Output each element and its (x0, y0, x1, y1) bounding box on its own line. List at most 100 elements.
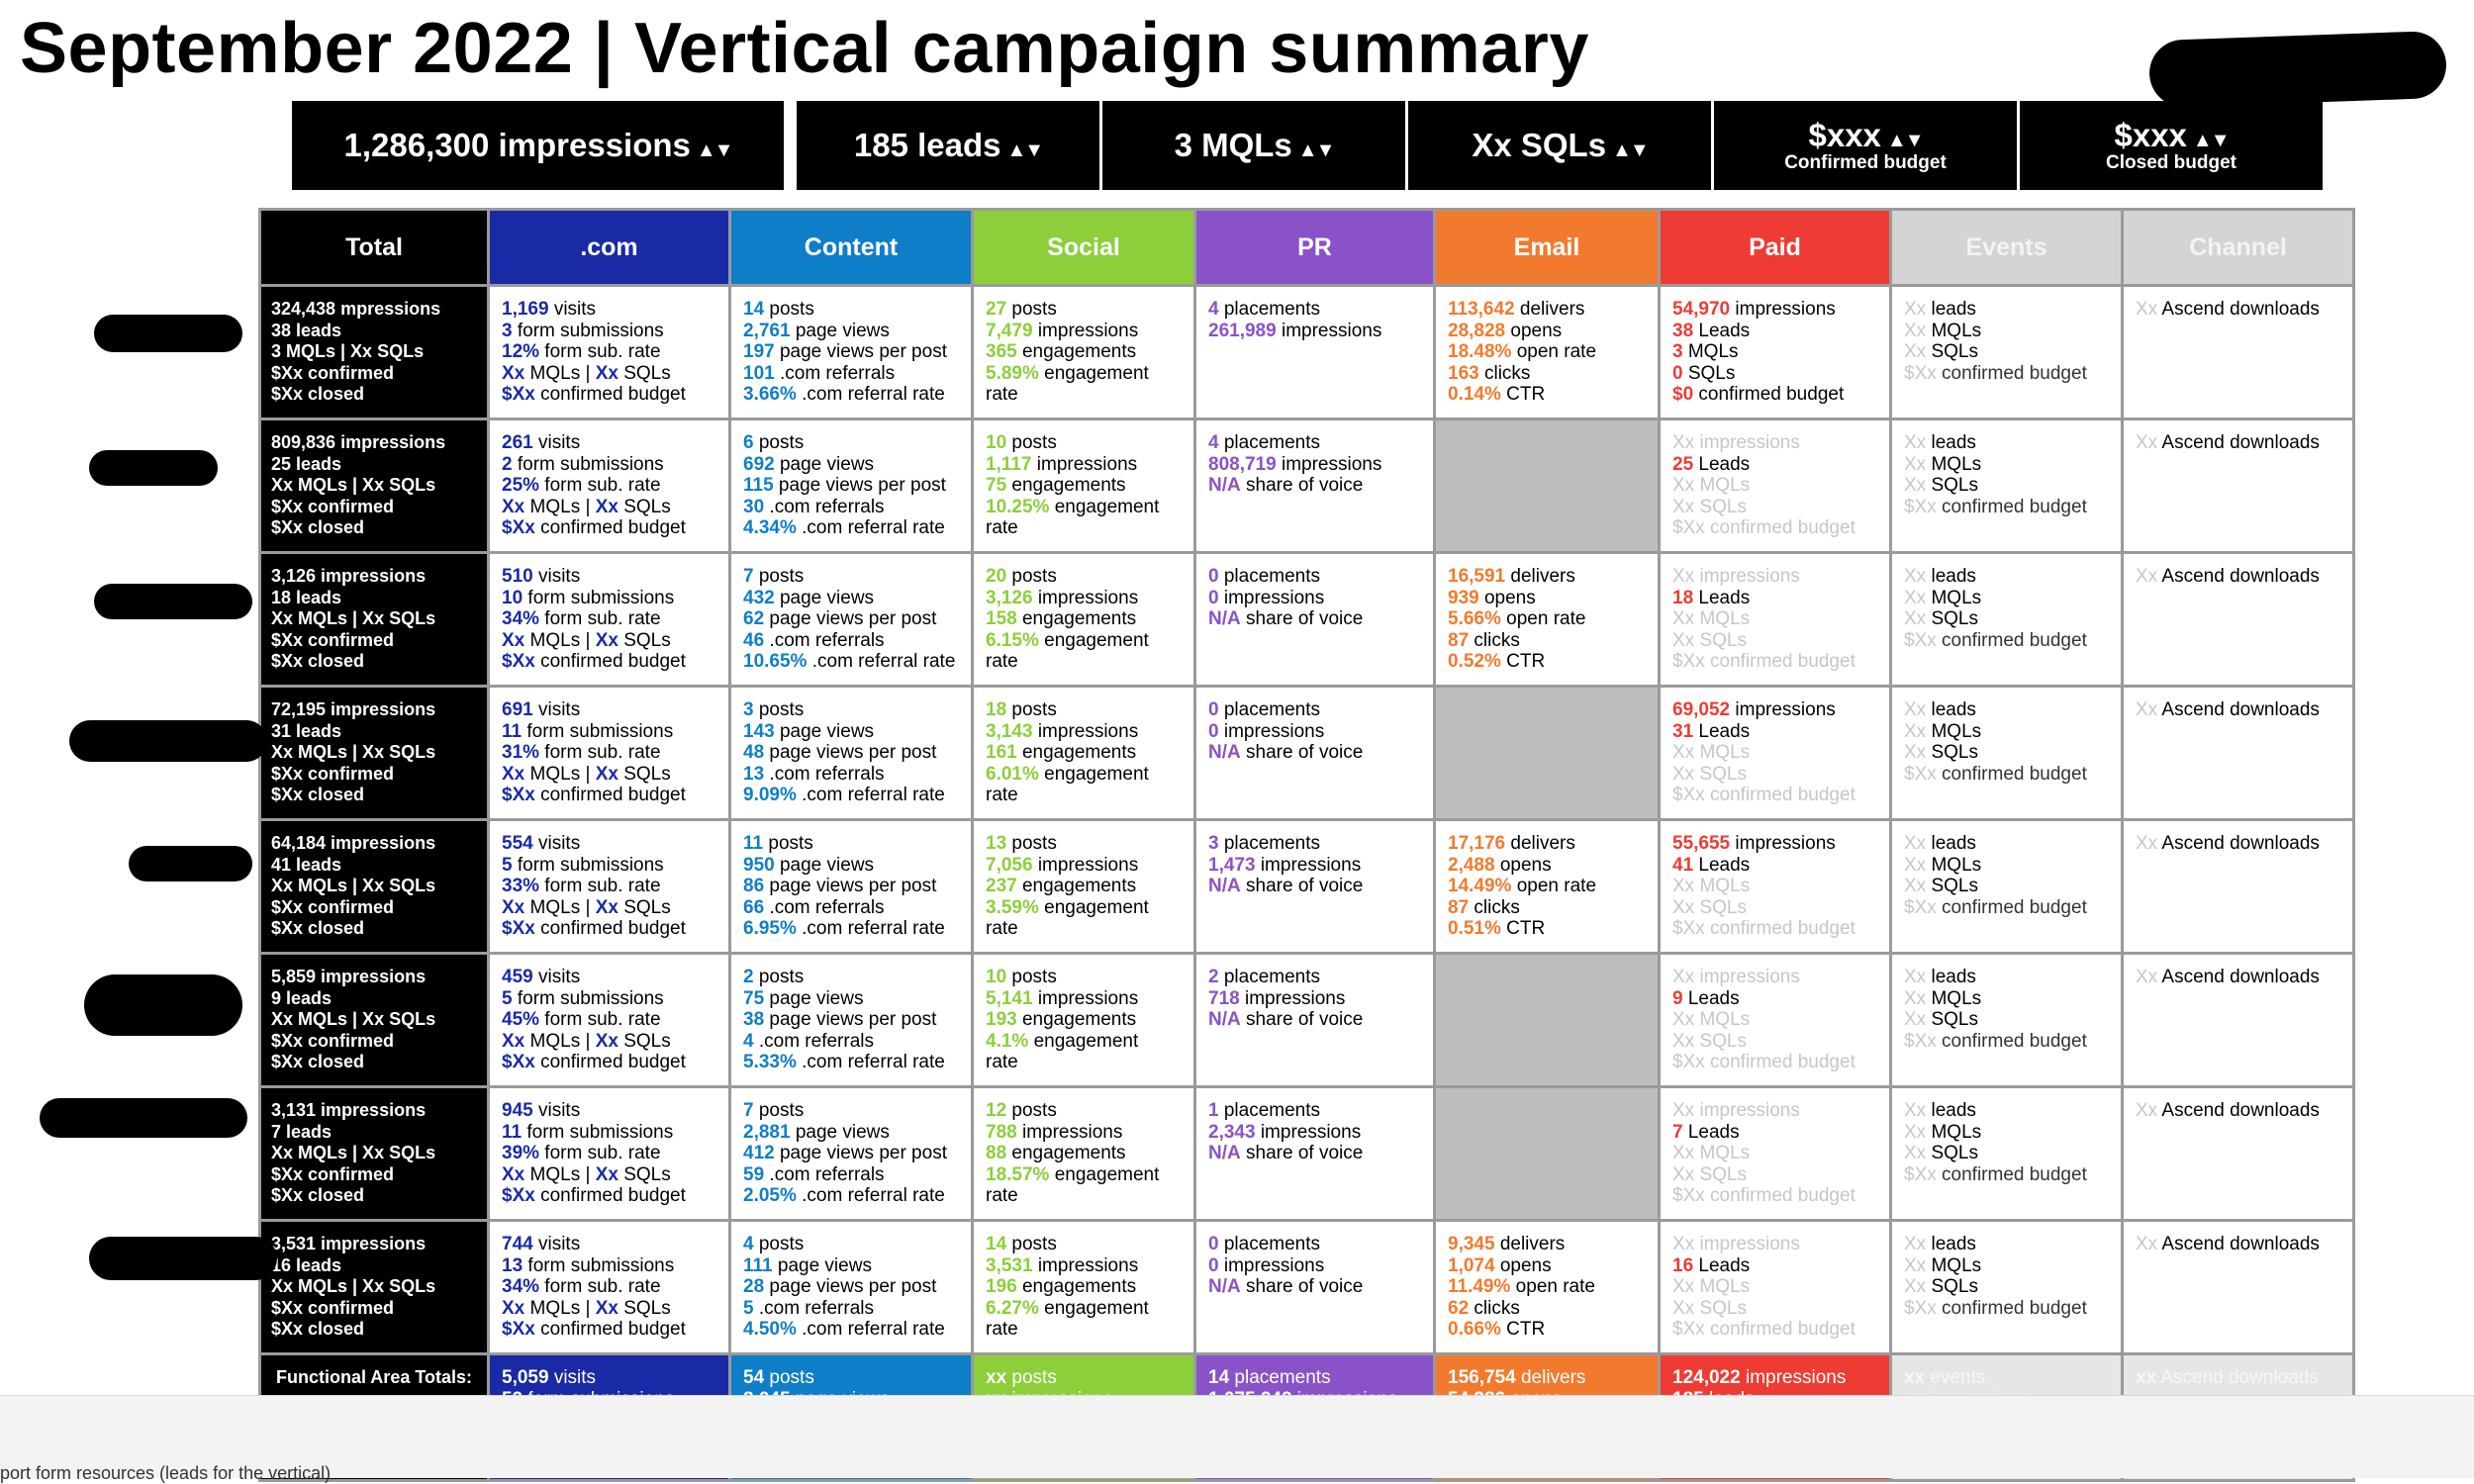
cell-channel: Xx Ascend downloads (2124, 821, 2352, 952)
metric-line: N/A share of voice (1208, 876, 1433, 897)
metric-label: impressions (1694, 566, 1800, 587)
kpi-box[interactable]: 1,286,300 impressions ▲▼ (292, 101, 784, 190)
cell-events: Xx leads Xx MQLs Xx SQLs $Xx confirmed budg… (1892, 821, 2121, 952)
column-header-channel[interactable]: Channel (2124, 211, 2352, 284)
kpi-box[interactable]: 185 leads ▲▼ (797, 101, 1099, 190)
metric-label: SQLs (1694, 763, 1747, 785)
metric-label: opens (1494, 854, 1552, 876)
metric-line: 3,143 impressions (986, 721, 1193, 743)
metric-label: open rate (1511, 341, 1597, 362)
redaction-scribble (89, 1237, 277, 1280)
metric-label: form submissions (522, 720, 674, 742)
column-header-events[interactable]: Events (1892, 211, 2121, 284)
metric-line: Xx impressions (1672, 566, 1889, 588)
kpi-box[interactable]: $xxx ▲▼ Confirmed budget (1714, 101, 2017, 190)
metric-line: 10.25% engagement (986, 497, 1193, 518)
metric-label: share of voice (1240, 475, 1364, 496)
metric-label: MQLs (1926, 587, 1982, 608)
cell-com: 744 visits 13 form submissions 34% form su… (490, 1222, 728, 1352)
metric-number: Xx (1904, 432, 1927, 453)
metric-label: delivers (1514, 299, 1585, 320)
metric-line: 7 posts (743, 1100, 971, 1122)
total-line: $Xx closed (271, 785, 365, 804)
total-line: 25 leads (271, 453, 342, 474)
cell-email: 9,345 delivers 1,074 opens 11.49% open rat… (1436, 1222, 1658, 1352)
metric-label: form sub. rate (539, 1009, 661, 1030)
metric-line: 691 visits (502, 699, 728, 721)
cell-content: 4 posts 111 page views 28 page views per p… (731, 1222, 971, 1352)
metric-number: 111 (743, 1254, 773, 1276)
cell-channel: Xx Ascend downloads (2124, 287, 2352, 417)
cell-paid: Xx impressions 16 Leads Xx MQLs Xx SQLs $Xx … (1661, 1222, 1889, 1352)
metric-line: 4.1% engagement (986, 1031, 1193, 1053)
metric-line: Xx Ascend downloads (2136, 699, 2352, 721)
metric-number: 10 (986, 432, 1007, 453)
metric-line: 18 posts (986, 699, 1193, 721)
column-header-com[interactable]: .com (490, 211, 728, 284)
metric-number: 6 (743, 432, 754, 453)
metric-number: 17,176 (1448, 833, 1506, 854)
metric-line: 31 Leads (1672, 721, 1889, 743)
metric-number: 788 (986, 1121, 1017, 1143)
metric-number: 510 (502, 566, 533, 587)
metric-label: MQLs | (524, 1030, 596, 1052)
metric-number: Xx (1672, 1234, 1695, 1254)
metric-label: rate (986, 1052, 1018, 1072)
metric-line: rate (986, 918, 1193, 940)
metric-number: Xx (1672, 432, 1695, 453)
column-header-content[interactable]: Content (731, 211, 971, 284)
metric-number: 13 (502, 1254, 523, 1276)
metric-line: 161 engagements (986, 742, 1193, 764)
metric-label: MQLs (1926, 1121, 1982, 1143)
cell-com: 554 visits 5 form submissions 33% form sub… (490, 821, 728, 952)
total-line: 31 leads (271, 720, 342, 741)
metric-number: $Xx (502, 1052, 535, 1072)
metric-label: open rate (1510, 1276, 1595, 1297)
metric-label: confirmed budget (1936, 496, 2087, 517)
column-header-paid[interactable]: Paid (1661, 211, 1889, 284)
metric-line: 20 posts (986, 566, 1193, 588)
metric-label: impressions (1031, 453, 1138, 475)
metric-line: 38 Leads (1672, 321, 1889, 342)
metric-line: 6.15% engagement (986, 630, 1193, 652)
metric-line: $Xx confirmed budget (502, 651, 728, 673)
column-header-pr[interactable]: PR (1196, 211, 1433, 284)
metric-label: engagements (1016, 1009, 1137, 1030)
metric-number: $Xx (1672, 517, 1705, 538)
kpi-box[interactable]: $xxx ▲▼ Closed budget (2020, 101, 2323, 190)
metric-label: .com referrals (764, 629, 885, 651)
metric-line: $Xx confirmed budget (1904, 897, 2121, 919)
metric-line: N/A share of voice (1208, 475, 1433, 497)
metric-number: 4 (1208, 299, 1219, 320)
metric-label: engagement (1038, 629, 1149, 651)
metric-line: Xx MQLs (1904, 1255, 2121, 1277)
metric-number: 31% (502, 742, 540, 763)
metric-number: 41 (1672, 854, 1694, 876)
summary-table: Total .com Content Social PR Email Paid Events C… (258, 208, 2355, 1482)
metric-label: leads (1926, 1100, 1976, 1121)
metric-label: impressions (1276, 320, 1382, 341)
metric-label: leads (1926, 299, 1976, 320)
metric-label: engagement (1049, 1163, 1160, 1185)
column-header-total[interactable]: Total (261, 211, 487, 284)
kpi-box[interactable]: 3 MQLs ▲▼ (1102, 101, 1405, 190)
metric-line: 554 visits (502, 833, 728, 855)
kpi-box[interactable]: Xx SQLs ▲▼ (1408, 101, 1711, 190)
column-header-social[interactable]: Social (974, 211, 1193, 284)
metric-label: form sub. rate (539, 341, 661, 362)
metric-label: page views per post (773, 475, 946, 496)
metric-line: 4 .com referrals (743, 1031, 971, 1053)
metric-label: delivers (1505, 566, 1575, 587)
metric-label: posts (1006, 1234, 1057, 1254)
metric-number: Xx (1904, 1143, 1927, 1163)
metric-label: SQLs (618, 629, 671, 651)
metric-line: 18.57% engagement (986, 1164, 1193, 1186)
column-header-email[interactable]: Email (1436, 211, 1658, 284)
metric-number: 0.66% (1448, 1319, 1501, 1340)
metric-number: $Xx (1904, 763, 1937, 785)
metric-number: 14 (1208, 1367, 1230, 1388)
metric-label: .com referrals (764, 1163, 885, 1185)
cell-com: 261 visits 2 form submissions 25% form sub… (490, 420, 728, 551)
metric-number: 18.57% (986, 1163, 1050, 1185)
kpi-value: $xxx ▲▼ (2114, 117, 2230, 154)
